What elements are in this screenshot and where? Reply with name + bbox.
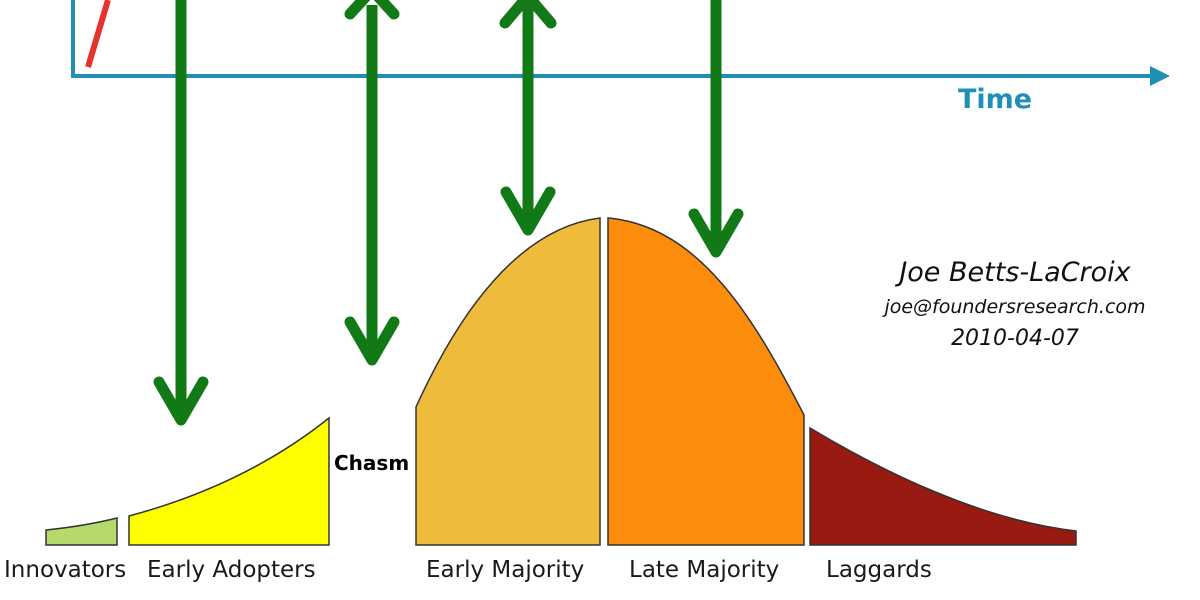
time-axis bbox=[71, 0, 1170, 86]
double-arrow-early-majority bbox=[499, 0, 557, 236]
axis-arrowhead bbox=[1150, 66, 1170, 86]
segment-early-majority bbox=[415, 217, 601, 546]
segment-laggards bbox=[809, 426, 1077, 546]
author-block: Joe Betts-LaCroix joe@foundersresearch.c… bbox=[881, 257, 1145, 351]
author-date: 2010-04-07 bbox=[951, 326, 1079, 351]
segment-late-majority bbox=[607, 217, 805, 546]
label-innovators: Innovators bbox=[4, 557, 126, 583]
label-early-adopters: Early Adopters bbox=[147, 557, 316, 583]
adoption-trend-line bbox=[85, 0, 111, 68]
author-email: joe@foundersresearch.com bbox=[881, 296, 1145, 318]
segment-labels: Innovators Early Adopters Early Majority… bbox=[4, 557, 932, 583]
time-axis-label: Time bbox=[958, 84, 1032, 115]
down-arrow-early-adopters bbox=[153, 0, 209, 426]
double-arrow-chasm bbox=[344, 0, 400, 366]
chasm-label: Chasm bbox=[334, 451, 409, 475]
green-arrows bbox=[153, 0, 744, 426]
author-name: Joe Betts-LaCroix bbox=[894, 257, 1131, 288]
label-late-majority: Late Majority bbox=[629, 557, 779, 583]
adoption-curve bbox=[45, 217, 1077, 546]
label-laggards: Laggards bbox=[826, 557, 932, 583]
down-arrow-late-majority bbox=[688, 0, 744, 258]
segment-innovators bbox=[45, 517, 118, 546]
segment-early-adopters bbox=[128, 416, 330, 546]
label-early-majority: Early Majority bbox=[426, 557, 584, 583]
